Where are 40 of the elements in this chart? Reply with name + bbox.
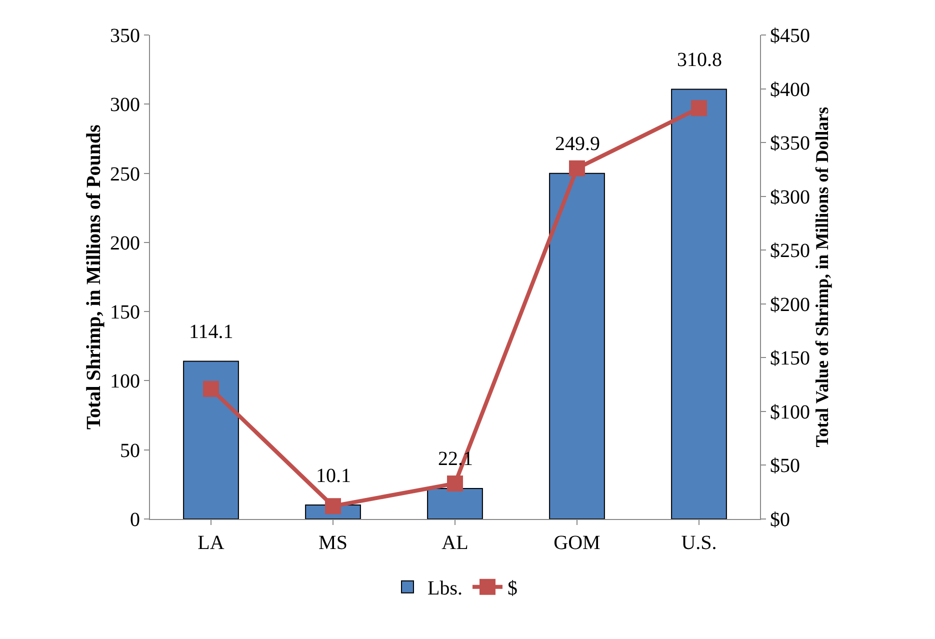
y-tick-label: 350: [110, 25, 140, 47]
y2-tick-label: $100: [770, 401, 810, 424]
y-tick-label: 50: [120, 440, 140, 462]
y2-tick-label: $200: [770, 294, 810, 316]
point: [691, 100, 707, 116]
y-tick-label: 300: [110, 94, 140, 116]
bar: [549, 172, 605, 519]
data-label: 114.1: [189, 321, 234, 343]
y2-tick-label: $450: [770, 25, 810, 47]
legend-label: Lbs.: [428, 578, 462, 600]
bar: [427, 488, 483, 519]
y2-tick-label: $0: [770, 509, 790, 531]
legend-label: $: [508, 578, 518, 600]
y-tick-label: 150: [110, 302, 140, 324]
x-tick-label: AL: [442, 532, 468, 554]
y2-tick-label: $400: [770, 78, 810, 101]
point: [447, 476, 463, 492]
point: [569, 160, 585, 176]
x-tick-label: MS: [318, 532, 348, 554]
y2-tick-label: $150: [770, 348, 810, 370]
y2-axis-title: Total Value of Shrimp, in Millions of Dollars: [812, 106, 832, 448]
y-tick-label: 0: [130, 509, 140, 531]
x-tick-label: U.S.: [681, 532, 717, 554]
y-tick-label: 100: [110, 370, 140, 393]
y-tick-label: 200: [110, 232, 140, 254]
data-label: 249.9: [555, 133, 600, 155]
y2-tick-label: $350: [770, 132, 810, 155]
x-tick-label: GOM: [554, 532, 601, 554]
y-tick-label: 250: [110, 163, 140, 186]
point: [325, 498, 341, 514]
data-label: 10.1: [316, 465, 351, 487]
bar: [183, 360, 239, 519]
y2-tick-label: $250: [770, 240, 810, 262]
bar: [671, 88, 727, 519]
point: [203, 380, 219, 397]
data-label: 310.8: [677, 49, 722, 71]
y2-tick-label: $50: [770, 455, 800, 478]
y-axis-title: Total Shrimp, in Millions of Pounds: [83, 124, 105, 430]
x-tick-label: LA: [198, 532, 225, 554]
y2-tick-label: $300: [770, 186, 810, 208]
